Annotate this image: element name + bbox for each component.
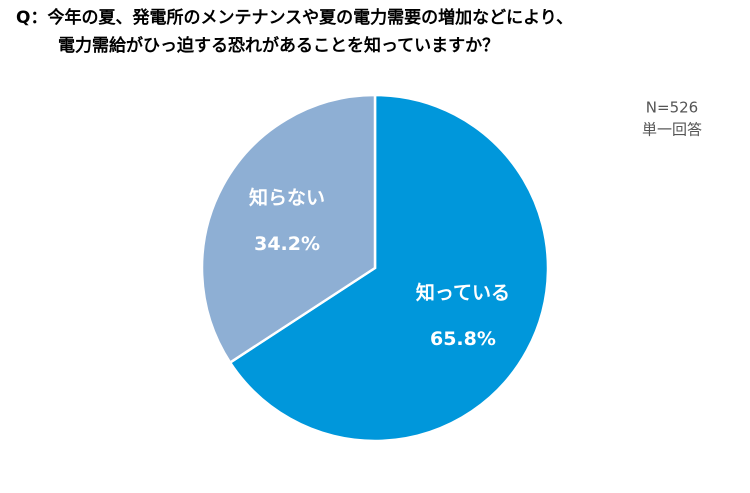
chart-title: Q：今年の夏、発電所のメンテナンスや夏の電力需要の増加などにより、 (16, 7, 573, 28)
slice-label: 知っている (416, 281, 510, 304)
pie-slice (200, 93, 377, 365)
chart-title: 電力需給がひっ迫する恐れがあることを知っていますか？ (58, 35, 499, 56)
slice-label: 知らない (249, 186, 325, 209)
value-label: 34.2% (254, 233, 320, 255)
value-label: 65.8% (430, 328, 496, 350)
sample-size: N=526 (646, 99, 698, 117)
pie-slice (228, 93, 550, 443)
answer-type: 単一回答 (642, 121, 702, 139)
